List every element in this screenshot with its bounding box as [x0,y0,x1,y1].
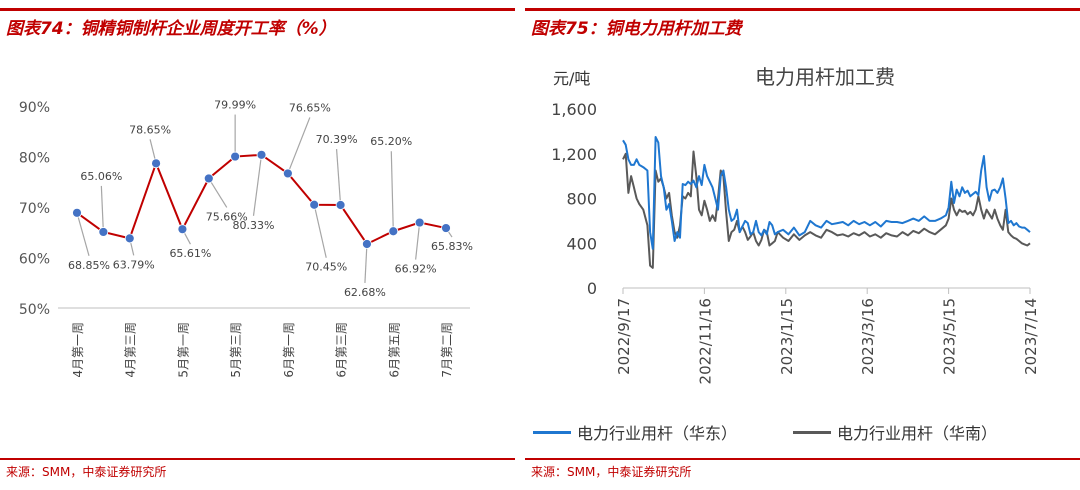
data-point [282,168,293,179]
data-label: 75.66% [206,210,248,223]
data-label: 78.65% [129,123,171,136]
x-tick-label: 6月第一周 [282,322,296,378]
y-tick-label: 80% [19,151,50,167]
series-line-east [622,136,1031,250]
data-point [177,224,188,235]
data-point [388,226,399,237]
leader-line [390,151,394,232]
processing-fee-line-chart: 电力用杆加工费 元/吨 0 400 800 1,200 1,600 2022/9/17 2022… [551,65,1040,384]
series-line-south [622,150,1031,269]
x-tick-label: 5月第一周 [176,322,190,378]
x-tick-label: 5月第三周 [229,322,243,378]
utilization-line-chart: 50% 60% 70% 80% 90% 4月第一周 4月第三周 5月第一周 5月第三周 6月第一周… [19,99,473,378]
data-point [309,199,320,210]
data-label: 65.06% [80,170,122,183]
y-axis-unit-label: 元/吨 [553,69,590,88]
y-tick-label: 90% [19,100,50,116]
x-tick-label: 6月第五周 [387,322,401,378]
y-tick-label: 0 [587,279,597,298]
data-label: 76.65% [289,101,331,114]
leader-line [335,148,342,206]
figure-bottom-rule [525,458,1080,460]
data-label: 80.33% [233,219,275,232]
leader-line [208,178,228,208]
x-tick-label: 2022/11/16 [696,298,714,384]
data-label: 66.92% [395,263,437,276]
legend-swatch-blue [533,430,571,434]
figure-title: 图表74：铜精铜制杆企业周度开工率（%） [6,19,336,39]
x-tick-label: 4月第三周 [124,322,138,378]
data-label: 70.39% [316,133,358,146]
y-tick-label: 60% [19,252,50,268]
legend-item-south: 电力行业用杆（华南） [793,420,997,444]
leader-line [100,185,104,232]
data-point [230,151,241,162]
figure-bottom-rule [0,458,515,460]
data-point [124,233,135,244]
data-point [414,217,425,228]
data-label: 63.79% [113,258,155,271]
data-point [72,207,82,218]
x-tick-label: 6月第三周 [335,322,349,378]
data-label: 68.85% [68,259,110,272]
x-tick-label: 2023/3/16 [859,298,877,375]
leader-line [252,154,263,216]
figure-title: 图表75：铜电力用杆加工费 [531,19,742,39]
leader-line [364,243,368,283]
data-point [151,158,161,169]
data-point [98,227,109,237]
data-point [256,149,267,160]
data-label: 65.20% [370,135,412,148]
right-figure-panel: 图表75：铜电力用杆加工费 电力用杆加工费 元/吨 0 400 800 1,200 1,60… [525,0,1080,490]
x-tick-label: 4月第一周 [71,322,85,378]
figure-top-rule [525,8,1080,11]
x-tick-label: 2023/7/14 [1022,298,1040,375]
legend-swatch-gray [793,430,831,434]
left-figure-panel: 图表74：铜精铜制杆企业周度开工率（%） 50% 60% 70% 80% 90% 4月第一… [0,0,515,490]
leader-line [287,117,311,174]
y-tick-label: 70% [19,201,50,217]
source-note: 来源：SMM，中泰证券研究所 [531,465,692,479]
legend-label: 电力行业用杆（华东） [577,424,738,443]
figure-top-rule [0,8,515,11]
y-tick-label: 400 [566,234,597,253]
data-label: 79.99% [214,99,256,112]
y-tick-label: 1,600 [551,100,597,119]
y-tick-label: 1,200 [551,145,597,164]
x-tick-label: 2023/1/15 [778,298,796,375]
leader-line [76,212,90,256]
x-tick-label: 7月第二周 [440,322,454,378]
data-label: 65.83% [431,240,473,253]
leader-line [313,204,327,258]
legend-item-east: 电力行业用杆（华东） [533,420,737,444]
data-label: 62.68% [344,286,386,299]
y-tick-label: 50% [19,302,50,318]
legend-label: 电力行业用杆（华南） [837,424,998,443]
data-point [362,239,372,249]
chart-title: 电力用杆加工费 [755,65,895,89]
y-tick-label: 800 [566,190,597,209]
leader-line [415,222,421,260]
data-point [335,200,346,210]
source-note: 来源：SMM，中泰证券研究所 [6,465,167,479]
data-point [203,173,214,184]
x-tick-label: 2022/9/17 [615,298,633,375]
data-label: 70.45% [305,261,347,274]
data-point [441,223,451,233]
x-tick-label: 2023/5/15 [941,298,959,375]
data-label: 65.61% [169,247,211,260]
